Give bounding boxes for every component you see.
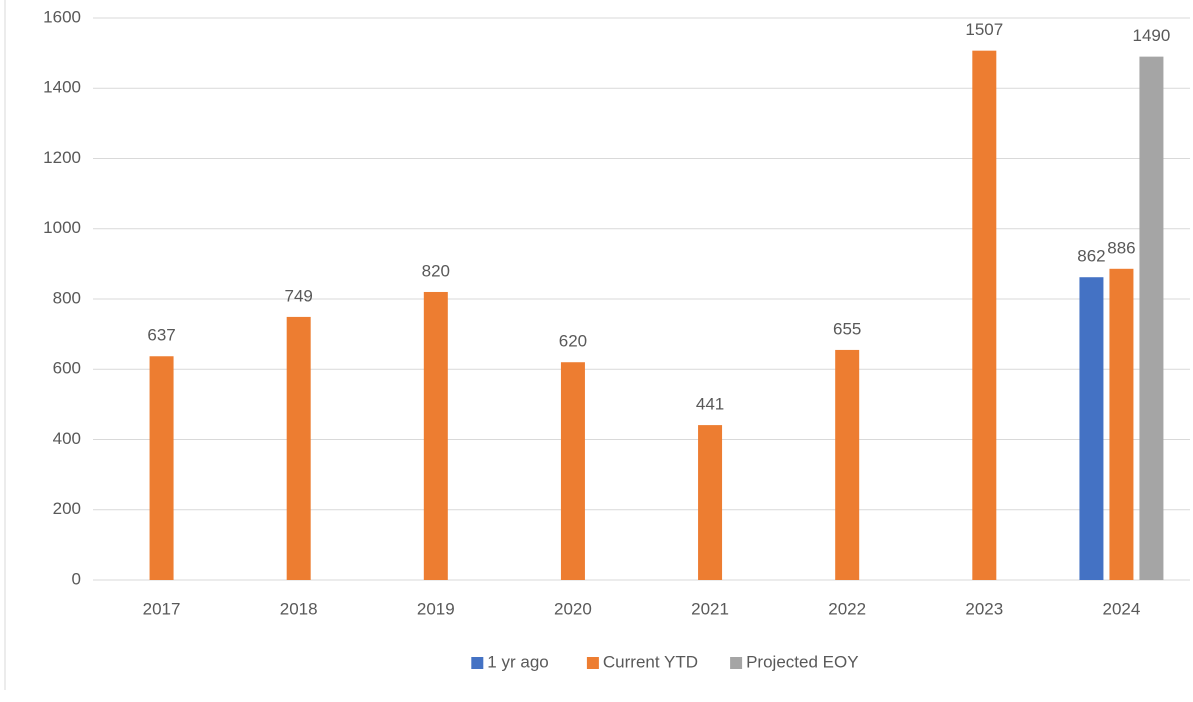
bar (1079, 277, 1104, 580)
data-label: 620 (559, 332, 587, 351)
y-tick-label: 200 (53, 499, 81, 518)
legend-label: 1 yr ago (487, 652, 548, 671)
data-label: 441 (696, 395, 724, 414)
x-tick-label: 2017 (143, 599, 181, 618)
y-tick-label: 1400 (43, 78, 81, 97)
legend-swatch (730, 657, 743, 669)
bar (423, 291, 448, 580)
y-tick-label: 800 (53, 288, 81, 307)
bar (1109, 268, 1134, 580)
x-tick-label: 2022 (828, 599, 866, 618)
bar (149, 356, 174, 580)
x-tick-label: 2023 (965, 599, 1003, 618)
y-tick-label: 0 (72, 569, 81, 588)
data-label: 1490 (1133, 26, 1171, 45)
x-tick-label: 2018 (280, 599, 318, 618)
data-label: 820 (422, 261, 450, 280)
bar (286, 316, 311, 580)
y-tick-label: 1600 (43, 7, 81, 26)
x-tick-label: 2021 (691, 599, 729, 618)
bar (835, 349, 860, 580)
x-tick-label: 2024 (1103, 599, 1141, 618)
y-tick-label: 400 (53, 429, 81, 448)
data-label: 655 (833, 319, 861, 338)
data-label: 1507 (965, 20, 1003, 39)
legend-swatch (471, 657, 484, 669)
y-tick-label: 1200 (43, 148, 81, 167)
data-label: 637 (147, 326, 175, 345)
bar (1139, 56, 1164, 580)
bar (698, 425, 723, 580)
y-tick-label: 1000 (43, 218, 81, 237)
bar (560, 362, 585, 580)
data-label: 862 (1077, 247, 1105, 266)
legend-label: Projected EOY (746, 652, 858, 671)
legend-label: Current YTD (603, 652, 698, 671)
y-tick-label: 600 (53, 359, 81, 378)
legend-swatch (586, 657, 599, 669)
x-tick-label: 2019 (417, 599, 455, 618)
bar (972, 50, 997, 580)
x-tick-label: 2020 (554, 599, 592, 618)
data-label: 749 (285, 286, 313, 305)
data-label: 886 (1107, 238, 1135, 257)
